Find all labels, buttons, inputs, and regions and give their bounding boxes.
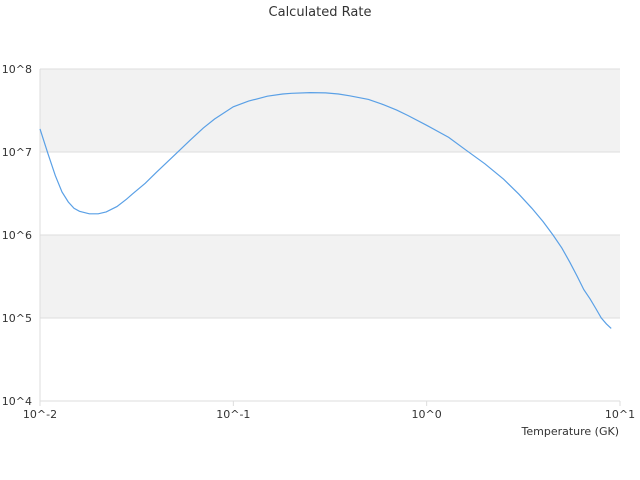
series-lines xyxy=(39,91,612,329)
y-tick-label: 10^7 xyxy=(2,146,32,159)
plot-band xyxy=(40,235,620,318)
y-tick-label: 10^4 xyxy=(2,395,32,408)
x-tick-label: 10^1 xyxy=(605,408,635,421)
y-tick-labels: 10^4 10^5 10^6 10^7 10^8 xyxy=(2,63,32,408)
y-tick-label: 10^6 xyxy=(2,229,32,242)
y-tick-label: 10^8 xyxy=(2,63,32,76)
x-axis-title: Temperature (GK) xyxy=(521,425,620,438)
x-tick-label: 10^-2 xyxy=(23,408,57,421)
plot-band xyxy=(40,69,620,152)
chart-title: Calculated Rate xyxy=(269,5,372,20)
plot-bands xyxy=(40,69,620,318)
x-tick-labels: 10^-2 10^-1 10^0 10^1 xyxy=(23,408,635,421)
x-tick-label: 10^0 xyxy=(412,408,442,421)
x-tick-label: 10^-1 xyxy=(216,408,250,421)
y-tick-label: 10^5 xyxy=(2,312,32,325)
axes xyxy=(39,69,621,406)
series-line xyxy=(39,91,612,329)
